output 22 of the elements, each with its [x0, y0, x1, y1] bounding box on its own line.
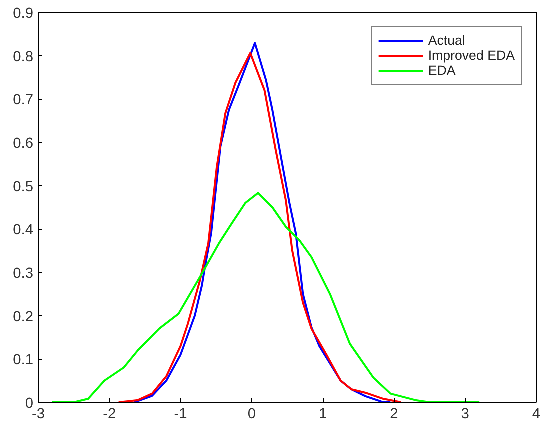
y-tick-label: 0.6	[13, 136, 34, 152]
legend-label: Actual	[428, 33, 466, 48]
legend-label: Improved EDA	[428, 48, 515, 63]
y-tick-label: 0.3	[13, 266, 34, 282]
x-tick-label: 0	[248, 406, 256, 422]
y-tick-label: 0	[25, 396, 34, 412]
y-tick-label: 0.5	[13, 179, 34, 196]
x-tick-label: 3	[461, 406, 470, 422]
x-tick-label: 1	[318, 406, 328, 422]
y-tick-label: 0.4	[13, 222, 34, 239]
y-tick-label: 0.7	[13, 92, 34, 109]
line-series	[51, 192, 481, 402]
x-tick-label: -1	[174, 406, 188, 422]
y-tick-label: 0.2	[13, 309, 34, 326]
y-tick-label: 0.8	[13, 49, 34, 66]
y-tick-label: 0.1	[13, 352, 34, 369]
x-tick-label: -2	[103, 406, 116, 422]
y-tick-label: 0.9	[13, 6, 34, 22]
x-tick-label: -3	[32, 406, 46, 422]
legend-label: EDA	[428, 63, 456, 78]
x-tick-label: 2	[390, 406, 398, 422]
x-tick-label: 4	[532, 406, 541, 422]
